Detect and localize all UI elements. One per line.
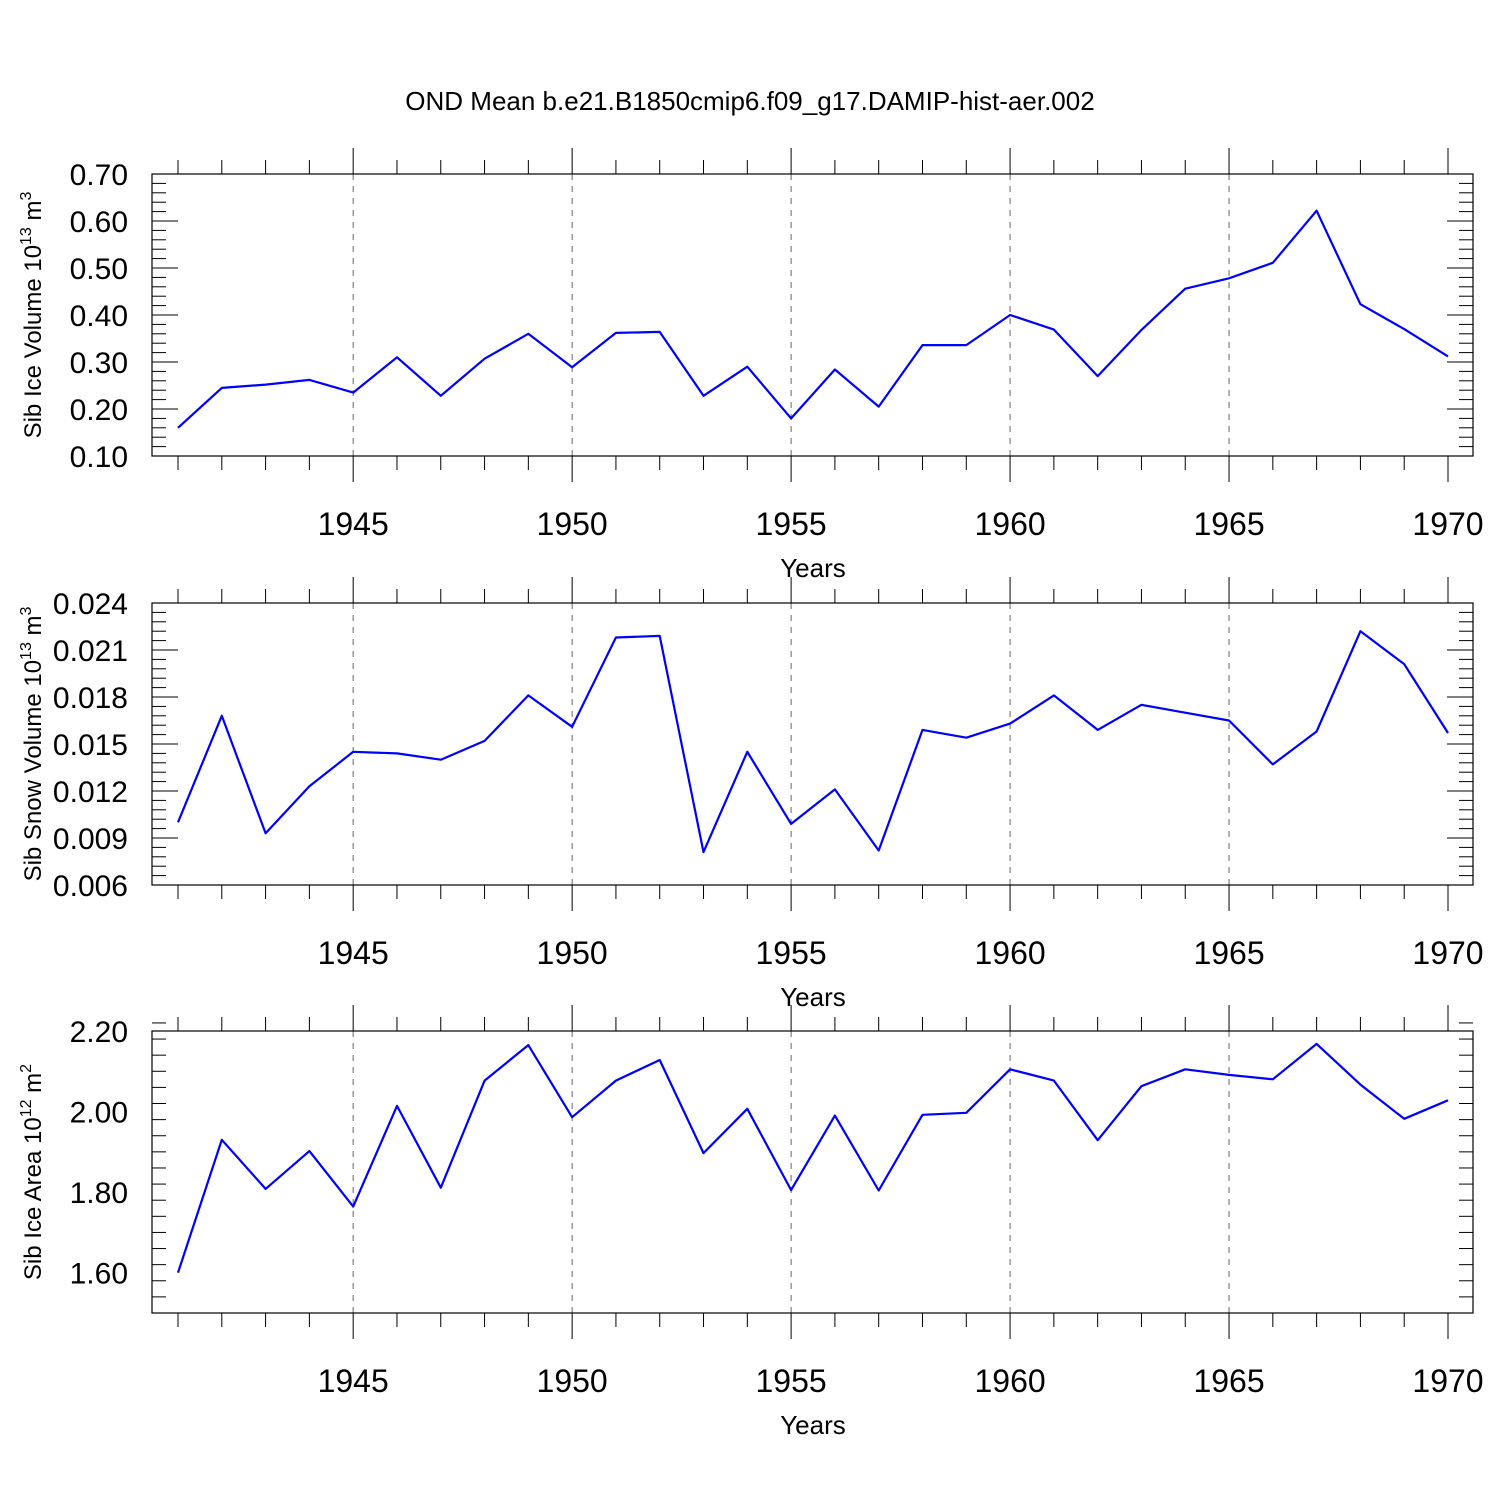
x-tick-label: 1970 [1412, 935, 1483, 971]
x-tick-label: 1970 [1412, 1363, 1483, 1399]
plot-frame [151, 602, 1474, 886]
y-tick-label: 0.50 [70, 253, 128, 286]
x-tick-label: 1950 [537, 506, 608, 542]
x-tick-label: 1945 [318, 1363, 389, 1399]
x-tick-label: 1960 [974, 506, 1045, 542]
y-tick-label: 2.00 [70, 1097, 128, 1130]
y-tick-label: 0.20 [70, 394, 128, 427]
x-tick-label: 1965 [1193, 506, 1264, 542]
x-tick-label: 1945 [318, 506, 389, 542]
y-tick-label: 0.006 [53, 870, 128, 903]
y-tick-label: 0.018 [53, 682, 128, 715]
y-tick-label: 0.009 [53, 823, 128, 856]
y-tick-label: 0.40 [70, 300, 128, 333]
y-tick-label: 0.60 [70, 206, 128, 239]
snow-volume-line [176, 630, 1449, 854]
x-axis-label: Years [780, 1410, 846, 1440]
y-tick-label: 0.30 [70, 347, 128, 380]
x-tick-label: 1965 [1193, 1363, 1264, 1399]
x-tick-label: 1955 [756, 506, 827, 542]
y-tick-label: 1.80 [70, 1177, 128, 1210]
ice-area-line [176, 1042, 1449, 1274]
y-tick-label: 0.10 [70, 441, 128, 474]
x-tick-label: 1965 [1193, 935, 1264, 971]
x-tick-label: 1950 [537, 1363, 608, 1399]
y-axis-label: Sib Snow Volume 1013 m3 [18, 606, 47, 881]
x-tick-label: 1950 [537, 935, 608, 971]
y-tick-label: 0.70 [70, 159, 128, 192]
y-axis-label: Sib Ice Area 1012 m2 [18, 1064, 47, 1280]
plot-frame [151, 173, 1474, 457]
y-tick-label: 0.021 [53, 635, 128, 668]
y-tick-label: 0.012 [53, 776, 128, 809]
y-tick-label: 0.015 [53, 729, 128, 762]
ice-volume-line [177, 209, 1449, 429]
x-tick-label: 1945 [318, 935, 389, 971]
panel-ice-area: 1.60 1.80 2.00 2.20 1945 1950 1955 1960 1965 197… [18, 1005, 1484, 1440]
x-tick-label: 1960 [974, 935, 1045, 971]
chart-title: OND Mean b.e21.B1850cmip6.f09_g17.DAMIP-… [405, 86, 1094, 116]
panel-snow-volume: 0.006 0.009 0.012 0.015 0.018 0.021 0.024 1945… [18, 577, 1484, 1012]
x-tick-label: 1970 [1412, 506, 1483, 542]
x-tick-label: 1955 [756, 1363, 827, 1399]
y-tick-label: 1.60 [70, 1258, 128, 1291]
y-tick-label: 0.024 [53, 588, 128, 621]
plot-frame [151, 1030, 1474, 1314]
x-axis-label: Years [780, 553, 846, 583]
x-tick-label: 1955 [756, 935, 827, 971]
y-axis-label: Sib Ice Volume 1013 m3 [18, 191, 47, 438]
y-tick-label: 2.20 [70, 1016, 128, 1049]
panel-ice-volume: 0.10 0.20 0.30 0.40 0.50 0.60 0.70 1945 1950 195… [18, 148, 1484, 583]
x-axis-label: Years [780, 982, 846, 1012]
x-tick-label: 1960 [974, 1363, 1045, 1399]
